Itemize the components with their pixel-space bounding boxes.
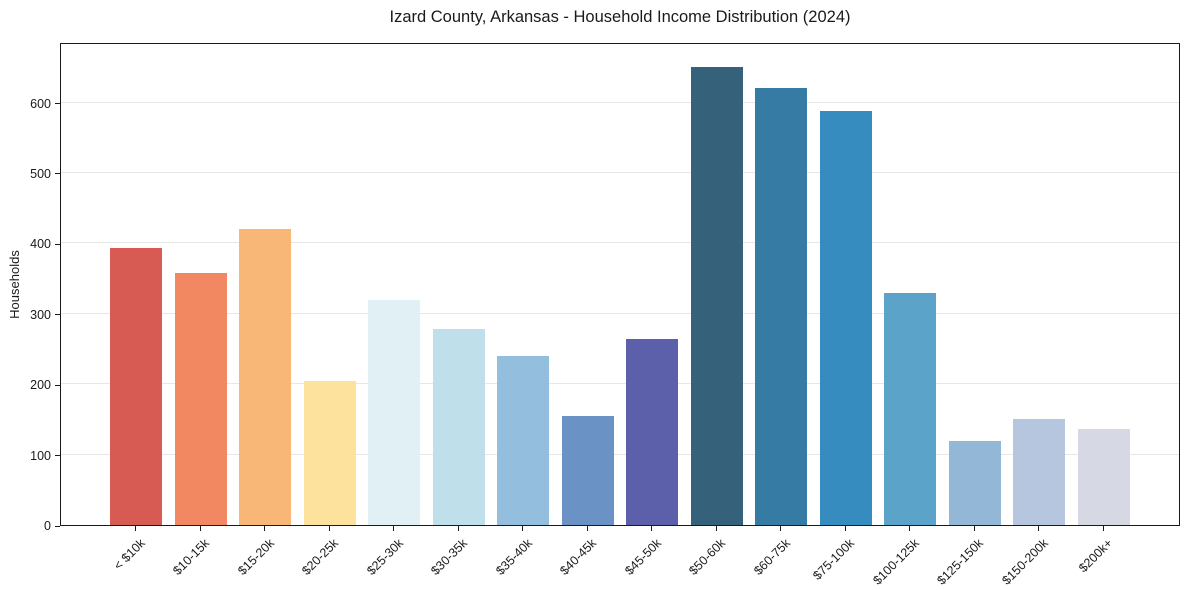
- x-tick-mark-$50-60k: [715, 526, 717, 531]
- x-tick-label-$15-20k: $15-20k: [235, 536, 277, 578]
- bar-< $10k: [110, 247, 162, 525]
- x-tick-mark-$15-20k: [264, 526, 265, 531]
- y-tick-label-400: 400: [30, 237, 51, 252]
- y-tick-mark-200: [55, 384, 60, 386]
- bar-$60-75k: [755, 88, 807, 525]
- plot-area: [60, 43, 1180, 526]
- x-tick-label-$40-45k: $40-45k: [557, 536, 600, 578]
- bar-$15-20k: [239, 228, 291, 525]
- x-tick-label-$200k+: $200k+: [1076, 536, 1116, 576]
- y-tick-mark-400: [55, 243, 60, 245]
- x-tick-label-$10-15k: $10-15k: [170, 536, 213, 578]
- x-tick-mark-$200k+: [1102, 526, 1104, 531]
- bar-$150-200k: [1013, 419, 1065, 525]
- bar-$125-150k: [948, 441, 1001, 525]
- x-tick-label-$20-25k: $20-25k: [299, 536, 342, 578]
- x-tick-label-$45-50k: $45-50k: [622, 536, 664, 578]
- bar-$50-60k: [690, 67, 743, 525]
- x-tick-label-$100-125k: $100-125k: [870, 536, 922, 588]
- y-tick-mark-500: [55, 173, 60, 175]
- x-tick-mark-$100-125k: [909, 526, 910, 531]
- x-tick-label-$150-200k: $150-200k: [999, 536, 1051, 588]
- x-tick-mark-$150-200k: [1038, 526, 1039, 531]
- gridline-400: [61, 242, 1179, 244]
- x-tick-label-$30-35k: $30-35k: [428, 536, 471, 578]
- x-tick-label-$50-60k: $50-60k: [686, 536, 729, 578]
- x-tick-mark-$75-100k: [844, 526, 846, 531]
- gridline-500: [61, 171, 1179, 173]
- x-tick-label-$60-75k: $60-75k: [751, 536, 793, 578]
- x-tick-label-< $10k: < $10k: [111, 536, 148, 573]
- bar-$20-25k: [303, 381, 356, 525]
- y-tick-mark-300: [55, 314, 60, 316]
- bar-$75-100k: [819, 111, 872, 525]
- x-tick-label-$25-30k: $25-30k: [364, 536, 406, 578]
- y-tick-mark-0: [55, 525, 60, 527]
- x-tick-mark-$25-30k: [393, 526, 394, 531]
- y-tick-mark-100: [55, 455, 60, 457]
- y-tick-label-300: 300: [30, 307, 51, 322]
- chart-title: Izard County, Arkansas - Household Incom…: [389, 8, 851, 26]
- gridline-200: [61, 383, 1179, 385]
- bar-$30-35k: [432, 328, 485, 525]
- gridline-600: [61, 101, 1179, 103]
- x-tick-mark-< $10k: [135, 526, 136, 531]
- gridline-100: [61, 453, 1179, 455]
- x-tick-mark-$30-35k: [457, 526, 459, 531]
- x-tick-mark-$45-50k: [651, 526, 652, 531]
- x-tick-label-$125-150k: $125-150k: [934, 536, 987, 588]
- x-tick-label-$35-40k: $35-40k: [493, 536, 535, 578]
- x-tick-mark-$40-45k: [586, 526, 588, 531]
- x-tick-mark-$125-150k: [973, 526, 975, 531]
- bar-$200k+: [1077, 428, 1130, 525]
- x-tick-mark-$20-25k: [328, 526, 330, 531]
- y-tick-mark-600: [55, 103, 60, 105]
- x-tick-label-$75-100k: $75-100k: [810, 536, 858, 583]
- bar-$25-30k: [368, 299, 420, 525]
- bar-$35-40k: [497, 356, 549, 525]
- x-tick-mark-$60-75k: [780, 526, 781, 531]
- x-tick-mark-$35-40k: [522, 526, 523, 531]
- x-tick-mark-$10-15k: [199, 526, 201, 531]
- y-tick-label-0: 0: [44, 519, 51, 533]
- y-tick-label-100: 100: [30, 448, 51, 463]
- gridline-300: [61, 312, 1179, 314]
- y-tick-label-500: 500: [30, 166, 51, 181]
- y-tick-label-200: 200: [30, 378, 51, 393]
- bar-$100-125k: [884, 293, 936, 525]
- bar-$45-50k: [626, 339, 678, 525]
- bar-$10-15k: [174, 272, 227, 525]
- bar-$40-45k: [561, 415, 614, 525]
- y-tick-label-600: 600: [30, 96, 51, 111]
